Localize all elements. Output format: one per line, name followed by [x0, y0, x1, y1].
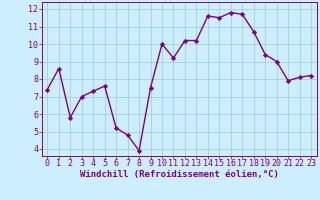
X-axis label: Windchill (Refroidissement éolien,°C): Windchill (Refroidissement éolien,°C) — [80, 170, 279, 179]
